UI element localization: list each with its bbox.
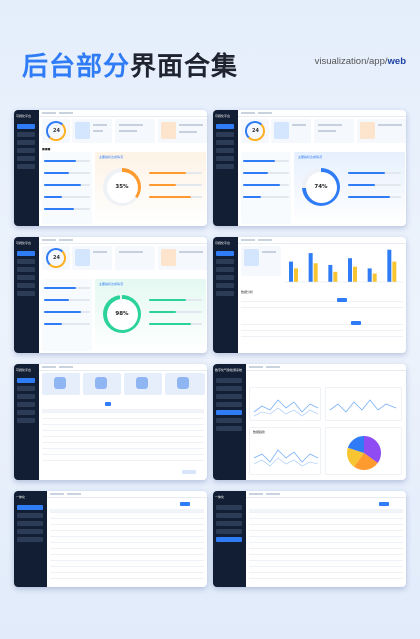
chart-title: 数据分析 [241,290,254,294]
add-button[interactable] [379,502,389,506]
tab-button[interactable] [105,402,111,406]
add-button[interactable] [180,502,190,506]
line-chart [253,449,319,467]
app-table-panel: 一体化 [14,491,207,587]
pagination[interactable] [182,470,196,474]
search-button[interactable] [337,298,347,302]
pie-slice [347,447,364,467]
dashboard-orange-panel: 可视化平台 24 ■■■ 主要指标达成情况 35% [14,110,207,226]
app-list-panel: 一体化 [213,491,406,587]
dashboard-blue-panel: 可视化平台 24 主要指标达成情况 74% [213,110,406,226]
bar [372,273,377,282]
gauge-chart: 35% [103,168,141,206]
page-url: visualization/app/web [314,56,406,67]
pie-slice [347,436,364,453]
line-chart [329,399,397,413]
monitor-panel: 数字化气象检测系统 数据趋势 [213,364,406,480]
bar [387,249,392,282]
pie-slice [354,453,378,470]
table-panel: 可视化平台 [14,364,207,480]
bar [289,261,293,282]
bar [313,263,318,282]
bar [294,268,298,282]
line-chart [253,399,319,417]
bar [392,261,397,282]
dashboard-green-panel: 可视化平台 24 主要指标达成情况 98% [14,237,207,353]
bar-chart [285,249,403,283]
chart-panel: 可视化平台 数据分析 [213,237,406,353]
section-label: ■■■ [42,147,51,151]
bar [353,266,357,282]
section-title: 主要指标达成情况 [99,155,124,159]
top-bar [39,110,207,117]
bar [348,258,352,282]
ring-value: 24 [53,128,60,134]
gauge-chart: 74% [302,168,340,206]
bar [328,265,333,282]
bar [367,268,372,282]
gauge-chart: 98% [103,295,141,333]
bar [308,253,313,282]
bar [333,271,338,282]
pie-chart [347,436,381,470]
page-title: 后台部分界面合集 [22,52,239,82]
pie-slice [364,436,381,463]
sidebar: 可视化平台 [14,110,39,226]
query-button[interactable] [351,321,361,325]
